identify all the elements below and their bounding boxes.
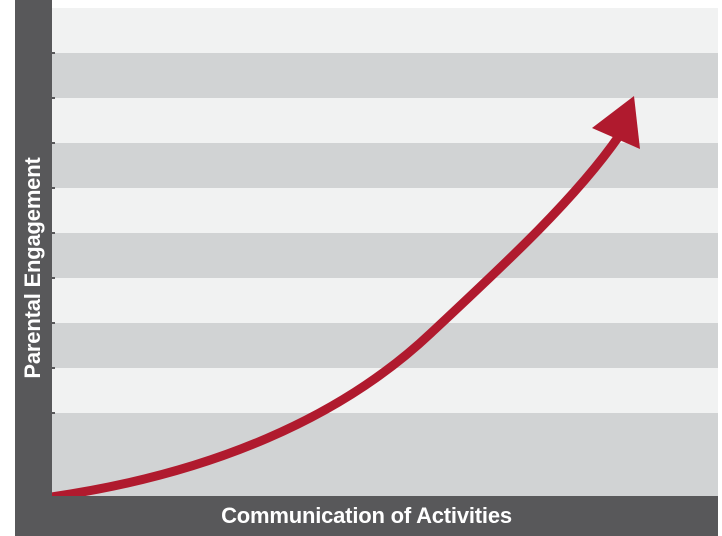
y-axis-tick: [51, 52, 55, 54]
growth-curve: [51, 96, 640, 499]
background-band: [51, 143, 718, 188]
background-band: [51, 233, 718, 278]
y-axis-tick: [51, 412, 55, 414]
y-axis-tick: [51, 367, 55, 369]
y-axis-tick: [51, 187, 55, 189]
x-axis-bar: [15, 496, 718, 536]
y-axis-ticks: [51, 52, 55, 414]
y-axis-tick: [51, 232, 55, 234]
y-axis-label: Parental Engagement: [20, 157, 45, 379]
background-band: [51, 278, 718, 323]
plot-area: [51, 8, 718, 499]
background-bands: [51, 8, 718, 499]
y-axis-tick: [51, 322, 55, 324]
y-axis-tick: [51, 277, 55, 279]
x-axis-label: Communication of Activities: [221, 503, 512, 528]
y-axis-tick: [51, 97, 55, 99]
background-band: [51, 188, 718, 233]
background-band: [51, 413, 718, 499]
background-band: [51, 323, 718, 368]
y-axis-bar: [15, 0, 52, 536]
background-band: [51, 8, 718, 53]
background-band: [51, 53, 718, 98]
y-axis-tick: [51, 142, 55, 144]
growth-curve-line: [51, 133, 623, 499]
arrowhead-icon: [592, 96, 640, 149]
